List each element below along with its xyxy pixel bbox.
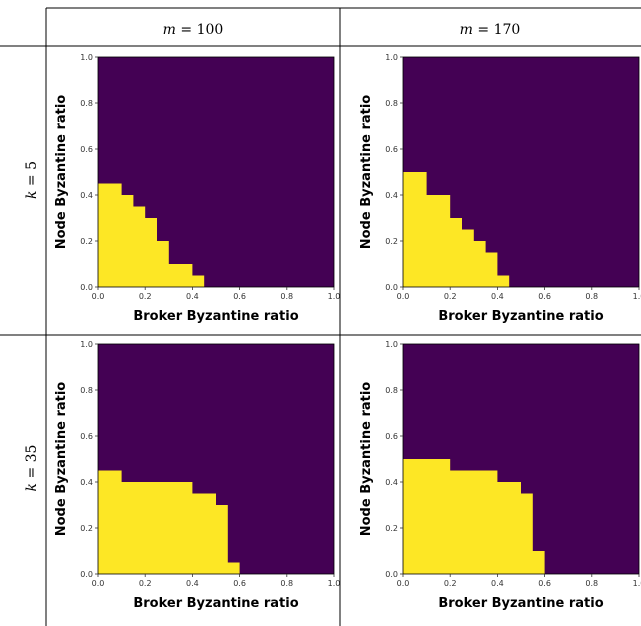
y-tick-label: 0.8 xyxy=(385,386,398,395)
y-tick-label: 0.0 xyxy=(80,283,93,292)
y-tick-label: 1.0 xyxy=(80,340,93,349)
y-tick-label: 0.8 xyxy=(80,386,93,395)
column-header-m100: m = 100 xyxy=(163,22,224,38)
x-tick-label: 0.4 xyxy=(491,579,504,588)
plot-frame xyxy=(402,343,640,575)
y-tick-label: 0.2 xyxy=(385,524,398,533)
x-tick-label: 0.8 xyxy=(585,579,598,588)
x-tick-label: 1.0 xyxy=(328,292,341,301)
x-axis-title: Broker Byzantine ratio xyxy=(438,596,603,611)
y-tick-label: 0.0 xyxy=(80,570,93,579)
x-tick-label: 0.6 xyxy=(538,579,551,588)
plot-frame xyxy=(97,56,335,288)
row-header-k5: k = 5 xyxy=(24,161,40,199)
y-axis-title: Node Byzantine ratio xyxy=(54,382,69,537)
x-tick-label: 0.0 xyxy=(92,292,105,301)
x-tick-label: 0.4 xyxy=(491,292,504,301)
y-tick-label: 0.8 xyxy=(80,99,93,108)
consensus-region xyxy=(403,172,510,287)
heatmap-panel-2: 0.0 0.2 0.4 0.6 0.8 1.0 0.0 0.2 0.4 0.6 0.8 1.0 Brok… xyxy=(359,53,641,324)
y-tick-label: 0.6 xyxy=(385,432,398,441)
y-tick-label: 1.0 xyxy=(385,53,398,62)
x-tick-label: 0.0 xyxy=(397,292,410,301)
y-tick-label: 0.6 xyxy=(80,432,93,441)
x-tick-label: 1.0 xyxy=(633,579,641,588)
x-tick-label: 0.2 xyxy=(444,579,457,588)
x-tick-label: 0.4 xyxy=(186,579,199,588)
y-tick-label: 0.4 xyxy=(80,191,93,200)
heatmap-panel-4: 0.0 0.2 0.4 0.6 0.8 1.0 0.0 0.2 0.4 0.6 0.8 1.0 Brok… xyxy=(359,340,641,611)
y-tick-label: 1.0 xyxy=(80,53,93,62)
x-tick-label: 0.8 xyxy=(280,579,293,588)
y-tick-label: 0.0 xyxy=(385,283,398,292)
y-tick-label: 0.6 xyxy=(385,145,398,154)
y-tick-label: 0.2 xyxy=(80,237,93,246)
y-tick-label: 0.4 xyxy=(80,478,93,487)
y-tick-label: 0.4 xyxy=(385,191,398,200)
x-tick-label: 0.0 xyxy=(92,579,105,588)
heatmap-panel-1: 0.0 0.2 0.4 0.6 0.8 1.0 0.0 0.2 0.4 0.6 0.8 1.0 Brok… xyxy=(54,53,340,324)
y-axis-title: Node Byzantine ratio xyxy=(359,95,374,250)
y-tick-label: 0.4 xyxy=(385,478,398,487)
x-tick-label: 0.6 xyxy=(233,292,246,301)
y-tick-label: 0.2 xyxy=(80,524,93,533)
heatmap-panels: 0.0 0.2 0.4 0.6 0.8 1.0 0.0 0.2 0.4 0.6 0.8 1.0 Brok… xyxy=(54,53,641,611)
row-header-k35: k = 35 xyxy=(24,445,40,492)
x-tick-label: 0.4 xyxy=(186,292,199,301)
y-tick-label: 0.0 xyxy=(385,570,398,579)
consensus-region xyxy=(98,470,240,574)
x-tick-label: 1.0 xyxy=(328,579,341,588)
plot-frame xyxy=(97,343,335,575)
y-tick-label: 0.8 xyxy=(385,99,398,108)
y-tick-label: 0.6 xyxy=(80,145,93,154)
consensus-region xyxy=(403,459,545,574)
x-tick-label: 0.2 xyxy=(139,292,152,301)
consensus-region xyxy=(98,183,205,287)
x-tick-label: 0.8 xyxy=(280,292,293,301)
x-tick-label: 1.0 xyxy=(633,292,641,301)
y-axis-title: Node Byzantine ratio xyxy=(359,382,374,537)
table-grid xyxy=(0,7,641,626)
x-tick-label: 0.8 xyxy=(585,292,598,301)
x-tick-label: 0.0 xyxy=(397,579,410,588)
x-axis-title: Broker Byzantine ratio xyxy=(133,596,298,611)
y-tick-label: 0.2 xyxy=(385,237,398,246)
x-tick-label: 0.6 xyxy=(538,292,551,301)
y-tick-label: 1.0 xyxy=(385,340,398,349)
column-header-m170: m = 170 xyxy=(460,22,521,38)
x-tick-label: 0.2 xyxy=(444,292,457,301)
plot-frame xyxy=(402,56,640,288)
x-axis-title: Broker Byzantine ratio xyxy=(438,309,603,324)
heatmap-panel-3: 0.0 0.2 0.4 0.6 0.8 1.0 0.0 0.2 0.4 0.6 0.8 1.0 Brok… xyxy=(54,340,340,611)
y-axis-title: Node Byzantine ratio xyxy=(54,95,69,250)
x-tick-label: 0.6 xyxy=(233,579,246,588)
x-axis-title: Broker Byzantine ratio xyxy=(133,309,298,324)
x-tick-label: 0.2 xyxy=(139,579,152,588)
